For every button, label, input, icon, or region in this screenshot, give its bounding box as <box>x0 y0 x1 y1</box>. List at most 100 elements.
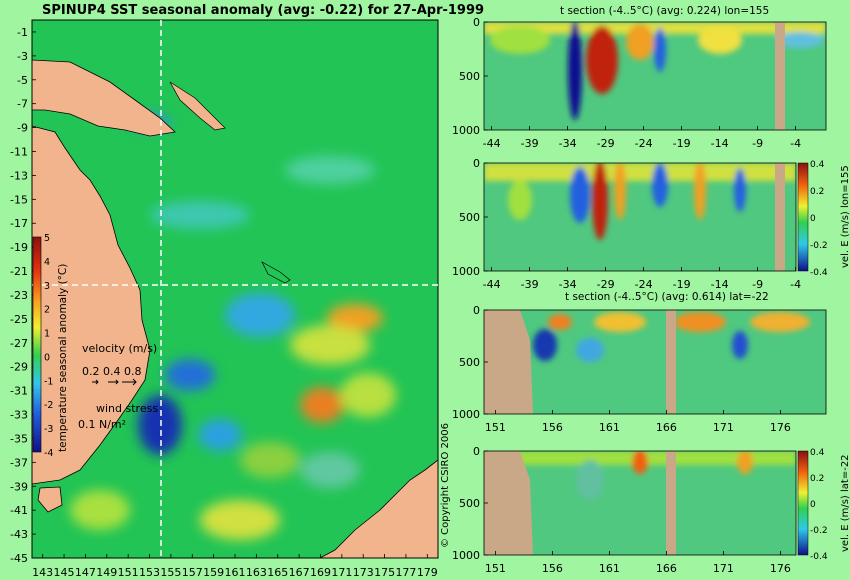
velocity-colorbar-tick-label: -0.2 <box>810 241 828 251</box>
section-x-tick-label: -29 <box>597 278 615 291</box>
section-x-tick-label: -44 <box>483 137 501 150</box>
map-x-tick-label: 171 <box>331 566 352 579</box>
velocity-colorbar-tick-label: -0.4 <box>810 268 828 278</box>
map-y-tick-labels: -1 -3 -5 -7 -9 -11 -13 -15 -17 -19 -21 -23 -25 -27 -29… <box>10 26 36 565</box>
section-y-tick-label: 1000 <box>452 265 480 278</box>
section3-title: t section (-4..5°C) (avg: 0.614) lat=-22 <box>565 291 769 303</box>
map-y-tick-label: -35 <box>10 432 28 445</box>
map-x-tick-label: 173 <box>353 566 374 579</box>
section-x-tick-label: 171 <box>713 562 734 575</box>
velocity-legend-arrows <box>92 378 137 386</box>
map-y-tick-label: -17 <box>10 217 28 230</box>
section-x-tick-label: -39 <box>521 278 539 291</box>
copyright-notice: © Copyright CSIRO 2006 <box>440 423 451 548</box>
new-caledonia <box>261 261 291 284</box>
section-x-tick-label: -9 <box>752 137 763 150</box>
velocity-legend-values: 0.2 0.4 0.8 <box>82 365 141 378</box>
section3-plot: 151 156 161 166 171 176 0 500 1000 <box>452 304 827 434</box>
section-x-tick-label: -24 <box>635 137 653 150</box>
map-y-tick-label: -11 <box>10 146 28 159</box>
map-y-tick-label: -45 <box>10 552 28 565</box>
map-y-tick-label: -1 <box>17 26 28 39</box>
section-x-tick-label: 156 <box>542 562 563 575</box>
map-y-tick-label: -15 <box>10 193 28 206</box>
section-x-tick-label: -19 <box>673 278 691 291</box>
map-x-tick-label: 163 <box>246 566 267 579</box>
sst-colorbar-tick-label: 2 <box>44 305 50 316</box>
section-y-tick-label: 0 <box>473 16 480 29</box>
wind-legend-title: wind stress <box>96 402 158 415</box>
map-x-tick-label: 177 <box>395 566 416 579</box>
sst-colorbar-tick-label: -2 <box>44 400 53 411</box>
map-y-tick-label: -31 <box>10 385 28 398</box>
map-plot: -1-3-5-7-9-11-13-15-17-19-21-23-25-27-29… <box>10 19 439 579</box>
solomon-islands <box>169 81 226 131</box>
section-x-tick-label: 166 <box>656 421 677 434</box>
sst-colorbar-tick-label: -1 <box>44 376 53 387</box>
section2-plot: -44 -39 -34 -29 -24 -19 -14 -9 -4 0 500 1000 0.4 0.2… <box>452 157 850 291</box>
map-x-tick-labels: 143 145 147 149 151 153 155 157 159 161 163 165 167 1… <box>32 554 438 579</box>
wind-legend-value: 0.1 N/m² <box>78 418 126 431</box>
map-y-tick-label: -3 <box>17 50 28 63</box>
section-x-tick-label: 176 <box>770 421 791 434</box>
map-x-tick-label: 155 <box>160 566 181 579</box>
section4-colorbar-label: vel. E (m/s) lat=-22 <box>840 454 850 552</box>
sst-colorbar-tick-label: 4 <box>44 257 50 268</box>
map-x-tick-label: 145 <box>54 566 75 579</box>
map-x-tick-label: 149 <box>96 566 117 579</box>
map-x-tick-label: 159 <box>203 566 224 579</box>
map-y-tick-label: -37 <box>10 456 28 469</box>
section-x-tick-label: -9 <box>752 278 763 291</box>
sst-colorbar-tick-label: -3 <box>44 424 53 435</box>
map-y-tick-label: -39 <box>10 480 28 493</box>
map-x-tick-label: 143 <box>32 566 53 579</box>
sst-colorbar-tick-label: 3 <box>44 281 50 292</box>
section-x-tick-label: 151 <box>485 562 506 575</box>
section-y-tick-label: 1000 <box>452 549 480 562</box>
section-x-tick-label: -29 <box>597 137 615 150</box>
section-x-tick-label: 171 <box>713 421 734 434</box>
section-y-tick-label: 0 <box>473 304 480 317</box>
map-x-tick-label: 157 <box>182 566 203 579</box>
anomaly-patches <box>70 114 396 540</box>
section1-title: t section (-4..5°C) (avg: 0.224) lon=155 <box>560 5 769 17</box>
map-y-tick-label: -23 <box>10 289 28 302</box>
map-x-tick-label: 161 <box>225 566 246 579</box>
map-x-tick-label: 147 <box>75 566 96 579</box>
velocity-colorbar-tick-label: 0 <box>810 500 816 510</box>
sst-colorbar-label: temperature seasonal anomaly (°C) <box>57 264 69 452</box>
australia <box>32 125 151 485</box>
map-y-tick-label: -29 <box>10 361 28 374</box>
land-masses <box>32 59 438 558</box>
section-x-tick-label: 151 <box>485 421 506 434</box>
section2-colorbar-label: vel. E (m/s) lon=155 <box>840 165 850 268</box>
section-y-tick-label: 0 <box>473 157 480 170</box>
sst-colorbar-tick-label: -4 <box>44 448 53 459</box>
velocity-colorbar-tick-label: 0.4 <box>810 160 825 170</box>
section4-colorbar <box>797 450 809 556</box>
section-x-tick-label: -34 <box>559 278 577 291</box>
sst-colorbar-tick-label: 1 <box>44 329 50 340</box>
section-y-tick-label: 1000 <box>452 408 480 421</box>
map-title: SPINUP4 SST seasonal anomaly (avg: -0.22… <box>42 3 484 18</box>
section-y-tick-label: 0 <box>473 445 480 458</box>
velocity-colorbar-tick-label: 0.2 <box>810 187 824 197</box>
map-y-tick-label: -7 <box>17 98 28 111</box>
section-x-tick-label: -24 <box>635 278 653 291</box>
map-x-tick-label: 165 <box>267 566 288 579</box>
sst-colorbar-ticks: 5 4 3 2 1 0 -1 -2 -3 -4 <box>44 233 53 459</box>
sst-colorbar <box>32 236 42 453</box>
velocity-colorbar-tick-label: -0.4 <box>810 552 828 562</box>
map-x-tick-label: 179 <box>417 566 438 579</box>
map-y-tick-label: -27 <box>10 337 28 350</box>
section4-plot: 151 156 161 166 171 176 0 500 1000 0.4 0.2 0 -0.2 -0… <box>452 445 850 575</box>
section-y-tick-label: 1000 <box>452 124 480 137</box>
map-x-tick-label: 151 <box>118 566 139 579</box>
map-y-tick-label: -41 <box>10 504 28 517</box>
sst-colorbar-tick-label: 0 <box>44 352 50 363</box>
section-x-tick-label: -14 <box>711 278 729 291</box>
velocity-legend-title: velocity (m/s) <box>82 342 157 355</box>
section-x-tick-label: 166 <box>656 562 677 575</box>
section-x-tick-label: -4 <box>790 278 801 291</box>
